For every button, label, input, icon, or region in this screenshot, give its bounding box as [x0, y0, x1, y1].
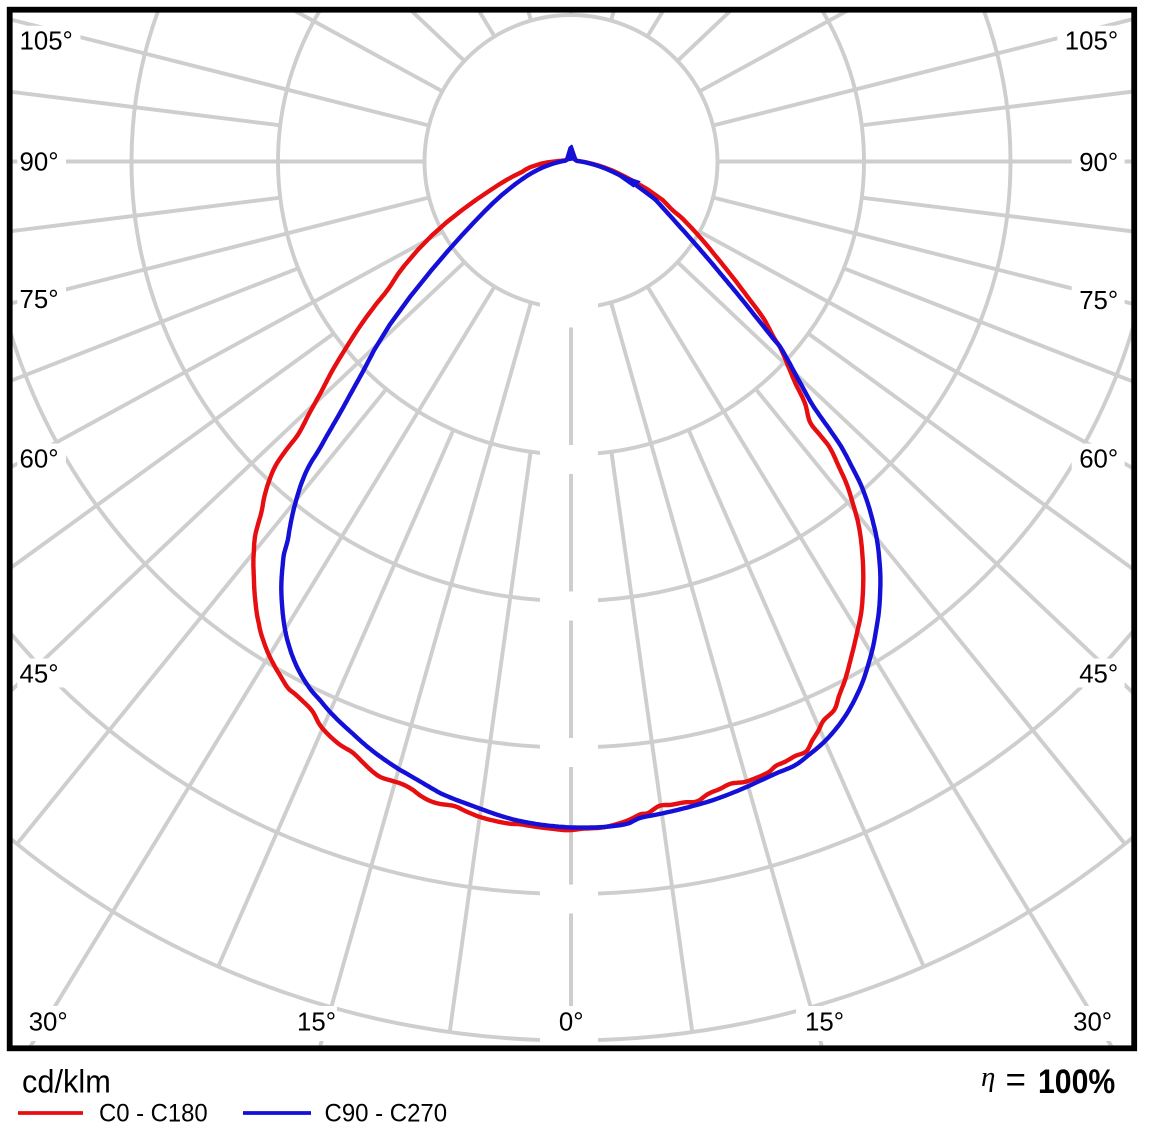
svg-text:η: η: [981, 1061, 995, 1093]
svg-text:15°: 15°: [297, 1009, 336, 1037]
svg-text:105°: 105°: [1065, 28, 1118, 56]
svg-text:C90 - C270: C90 - C270: [325, 1100, 448, 1128]
svg-text:90°: 90°: [20, 149, 59, 177]
svg-text:75°: 75°: [20, 286, 59, 314]
svg-text:100%: 100%: [1038, 1063, 1115, 1101]
svg-text:30°: 30°: [29, 1009, 68, 1037]
svg-text:45°: 45°: [1079, 661, 1118, 689]
svg-text:0°: 0°: [559, 1009, 584, 1037]
svg-text:C0 - C180: C0 - C180: [99, 1100, 208, 1128]
svg-text:75°: 75°: [1079, 287, 1118, 315]
svg-text:60°: 60°: [20, 445, 59, 473]
svg-text:cd/klm: cd/klm: [22, 1064, 111, 1100]
svg-text:30°: 30°: [1073, 1009, 1112, 1037]
svg-text:=: =: [1006, 1061, 1026, 1100]
svg-text:105°: 105°: [20, 28, 73, 56]
svg-text:60°: 60°: [1079, 445, 1118, 473]
svg-text:90°: 90°: [1079, 149, 1118, 177]
svg-text:45°: 45°: [20, 661, 59, 689]
svg-text:15°: 15°: [805, 1009, 844, 1037]
